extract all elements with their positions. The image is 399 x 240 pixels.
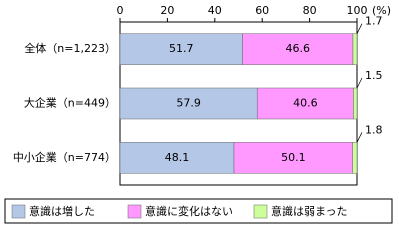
leader-line	[356, 132, 363, 143]
bar-segment	[353, 87, 358, 120]
bar-segment	[256, 87, 354, 120]
legend-label: 意識は増した	[29, 204, 95, 218]
legend-swatch	[253, 204, 268, 219]
legend-swatch	[11, 204, 26, 219]
value-label: 50.1	[281, 151, 306, 164]
legend-box	[4, 198, 393, 224]
value-label: 40.6	[293, 97, 318, 110]
bar-segment	[119, 33, 243, 65]
bar-segment	[352, 33, 358, 65]
bar-segment	[352, 142, 358, 174]
value-label: 1.7	[365, 15, 383, 28]
leader-line	[356, 23, 363, 34]
leader-line	[356, 77, 363, 89]
legend-swatch	[127, 204, 142, 219]
category-label: 全体（n=1,223）	[24, 41, 116, 55]
bar-segment	[242, 33, 354, 65]
value-label: 57.9	[176, 97, 201, 110]
legend-label: 意識は弱まった	[271, 204, 348, 218]
x-tick-label: 40	[208, 4, 222, 17]
chart: (%) 0 20 40 60 80 100 全体（n=1,223） 51.7 46.6 1.7 大企…	[4, 4, 393, 224]
category-label: 中小企業（n=774）	[13, 150, 116, 164]
unit-label: (%)	[372, 4, 391, 17]
x-tick-label: 100	[347, 4, 368, 17]
value-label: 48.1	[165, 151, 190, 164]
value-label: 1.5	[365, 69, 383, 82]
x-tick-label: 0	[117, 4, 124, 17]
category-label: 大企業（n=449）	[24, 96, 116, 110]
bar-segment	[233, 142, 353, 174]
value-label: 1.8	[365, 123, 383, 136]
page: {"chart_data": {"type": "stacked-bar-hor…	[4, 4, 393, 224]
legend-label: 意識に変化はない	[145, 204, 233, 218]
x-tick-label: 60	[255, 4, 269, 17]
value-label: 51.7	[169, 42, 194, 55]
bar-segment	[119, 142, 235, 174]
x-tick-label: 80	[303, 4, 317, 17]
value-label: 46.6	[286, 42, 311, 55]
x-tick-label: 20	[160, 4, 174, 17]
